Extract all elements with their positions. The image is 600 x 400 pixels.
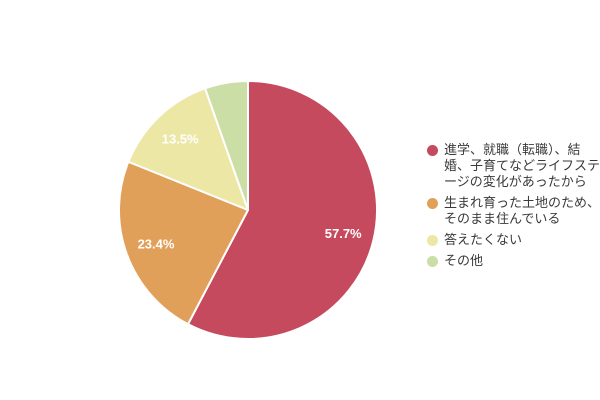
legend-label-line: 進学、就職（転職）、結 <box>444 142 581 157</box>
legend-label: 進学、就職（転職）、結 婚、子育てなどライフステ ージの変化があったから <box>444 142 600 190</box>
pie-slice-prefer-not-to-answer[interactable] <box>127 87 249 211</box>
legend-item-life-stage-change[interactable]: 進学、就職（転職）、結 婚、子育てなどライフステ ージの変化があったから <box>427 142 600 190</box>
legend-label-line: 生まれ育った土地のため、 <box>444 195 600 210</box>
legend-label: 生まれ育った土地のため、 そのまま住んでいる <box>444 195 600 227</box>
legend-item-other[interactable]: その他 <box>427 253 597 269</box>
slice-value-label: 13.5% <box>162 132 199 147</box>
legend-label: 答えたくない <box>444 232 522 248</box>
legend-marker-icon <box>427 198 438 209</box>
legend: 進学、就職（転職）、結 婚、子育てなどライフステ ージの変化があったから 生まれ… <box>427 142 600 274</box>
legend-item-prefer-not-to-answer[interactable]: 答えたくない <box>427 232 597 248</box>
legend-marker-icon <box>427 235 438 246</box>
legend-label-line: その他 <box>444 253 484 268</box>
pie-slice-life-stage-change[interactable] <box>187 80 378 340</box>
legend-marker-icon <box>427 256 438 267</box>
legend-label-line: そのまま住んでいる <box>444 211 561 226</box>
pie-slice-other[interactable] <box>204 80 249 211</box>
legend-label: その他 <box>444 253 483 269</box>
legend-label-line: 答えたくない <box>444 232 523 247</box>
legend-label-line: ージの変化があったから <box>444 174 587 189</box>
legend-item-born-and-raised-here[interactable]: 生まれ育った土地のため、 そのまま住んでいる <box>427 195 600 227</box>
pie-slice-born-and-raised-here[interactable] <box>118 160 249 326</box>
legend-marker-icon <box>427 145 438 156</box>
legend-label-line: 婚、子育てなどライフステ <box>444 158 600 173</box>
slice-value-label: 57.7% <box>325 226 362 241</box>
slice-value-label: 23.4% <box>138 236 175 251</box>
